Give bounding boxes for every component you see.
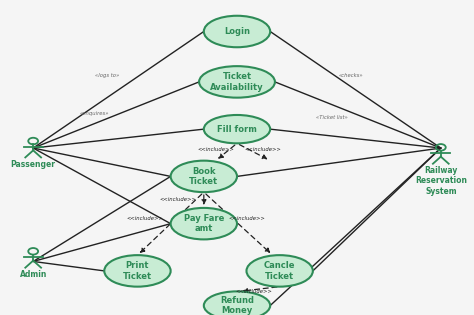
Text: Railway
Reservation
System: Railway Reservation System [415,166,467,196]
Text: «enquires»: «enquires» [80,111,109,116]
Ellipse shape [204,115,270,143]
Text: <<include>>: <<include>> [159,197,196,202]
Ellipse shape [204,291,270,315]
Text: Admin: Admin [19,270,47,279]
Text: <<include>>: <<include>> [197,147,234,152]
Text: Print
Ticket: Print Ticket [123,261,152,281]
Text: «logs to»: «logs to» [94,73,119,78]
Text: <<include>>: <<include>> [126,216,163,221]
Ellipse shape [171,208,237,239]
Text: Ticket
Availability: Ticket Availability [210,72,264,92]
Ellipse shape [204,16,270,47]
Text: Pay Fare
amt: Pay Fare amt [183,214,224,233]
Ellipse shape [199,66,275,98]
Ellipse shape [171,161,237,192]
Ellipse shape [246,255,313,287]
Text: Book
Ticket: Book Ticket [189,167,219,186]
Text: «Ticket list»: «Ticket list» [316,115,347,120]
Text: <<include>>: <<include>> [228,216,265,221]
Text: Passenger: Passenger [11,160,55,169]
Text: Cancle
Ticket: Cancle Ticket [264,261,295,281]
Text: «checks»: «checks» [338,73,363,78]
Text: Login: Login [224,27,250,36]
Ellipse shape [104,255,171,287]
Text: Refund
Money: Refund Money [220,296,254,315]
Text: Fill form: Fill form [217,125,257,134]
Text: <<include>>: <<include>> [245,147,282,152]
Text: <<include>>: <<include>> [235,289,272,294]
